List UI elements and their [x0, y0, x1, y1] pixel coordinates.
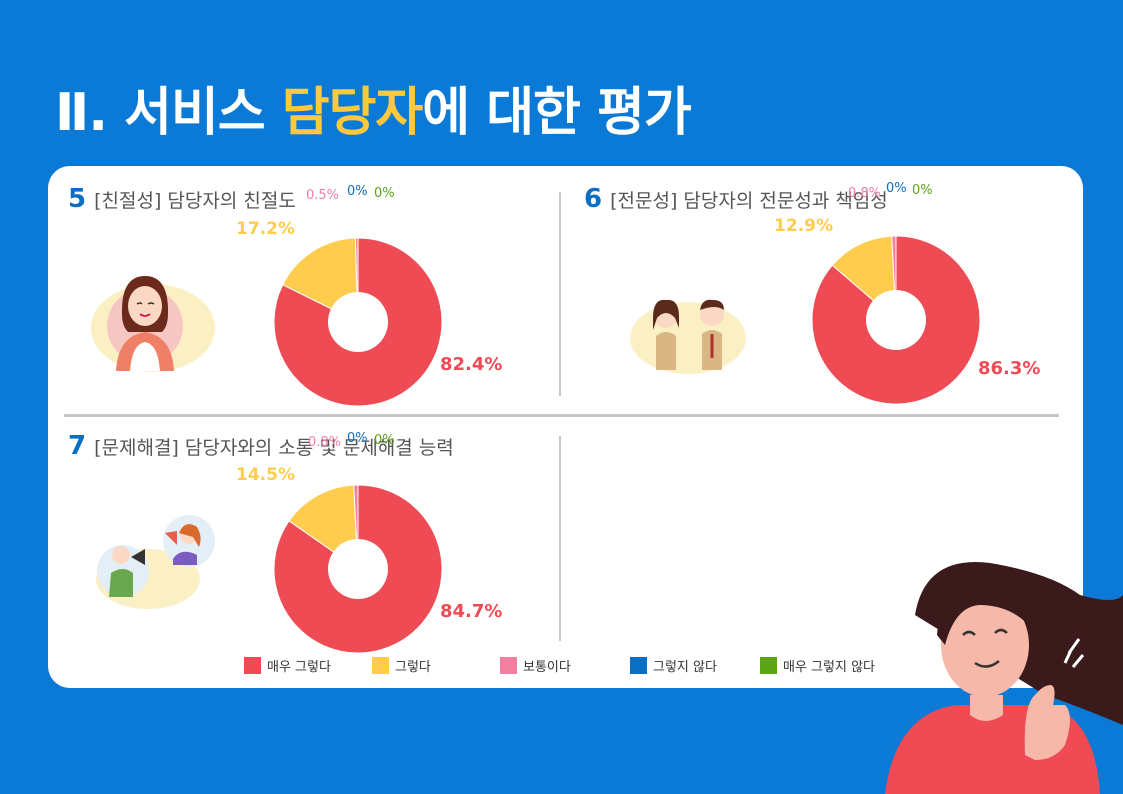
- question-7-heading: 7 [문제해결] 담당자와의 소통 및 문제해결 능력: [68, 431, 454, 461]
- donut-chart-2: [811, 235, 981, 405]
- donut-hole: [328, 292, 388, 352]
- donut-hole: [328, 539, 388, 599]
- question-6-heading: 6 [전문성] 담당자의 전문성과 책임성: [584, 184, 888, 214]
- divider-vertical-top: [559, 192, 561, 396]
- title-highlight: 담당자: [281, 83, 424, 143]
- divider-vertical-bottom: [559, 436, 561, 641]
- legend-item-neutral: 보통이다: [500, 656, 571, 675]
- question-6-title: [전문성] 담당자의 전문성과 책임성: [610, 190, 888, 212]
- communication-illustration: [96, 515, 215, 609]
- slice-label-3: 0.8%: [308, 435, 342, 450]
- question-7-title: [문제해결] 담당자와의 소통 및 문제해결 능력: [94, 437, 454, 459]
- legend-item-disagree: 그렇지 않다: [630, 656, 717, 675]
- legend-swatch: [630, 657, 647, 674]
- legend-swatch: [372, 657, 389, 674]
- question-5-heading: 5 [친절성] 담당자의 친절도: [68, 184, 296, 214]
- legend-item-very-disagree: 매우 그렇지 않다: [760, 656, 875, 675]
- legend-label: 그렇지 않다: [653, 660, 717, 675]
- legend-label: 매우 그렇다: [267, 660, 331, 675]
- friendly-staff-illustration: [91, 276, 215, 372]
- legend-label: 그렇다: [395, 660, 431, 675]
- legend-swatch: [760, 657, 777, 674]
- slice-label-3: 0.8%: [848, 186, 882, 201]
- title-suffix: 에 대한 평가: [422, 83, 691, 143]
- survey-card: 5 [친절성] 담당자의 친절도 6 [전문성] 담당자의 전문성과 책임성 7 [문…: [48, 166, 1083, 688]
- legend-item-agree: 그렇다: [372, 656, 431, 675]
- donut-slice-1: [273, 237, 443, 407]
- question-5-title: [친절성] 담당자의 친절도: [94, 190, 296, 212]
- divider-horizontal: [64, 414, 1059, 417]
- legend-swatch: [500, 657, 517, 674]
- question-6-number: 6: [584, 184, 603, 214]
- slice-label-4: 0%: [886, 181, 907, 196]
- slice-label-4: 0%: [347, 431, 368, 446]
- slice-label-5: 0%: [912, 183, 933, 198]
- donut-chart-1: [273, 237, 443, 407]
- slice-label-1: 84.7%: [440, 601, 503, 622]
- slice-label-5: 0%: [374, 433, 395, 448]
- students-illustration: [630, 299, 746, 374]
- slice-label-2: 14.5%: [236, 465, 295, 485]
- donut-chart-3: [273, 484, 443, 654]
- slice-label-5: 0%: [374, 186, 395, 201]
- legend-label: 보통이다: [523, 660, 571, 675]
- donut-hole: [866, 290, 926, 350]
- question-5-number: 5: [68, 184, 87, 214]
- slice-label-2: 17.2%: [236, 219, 295, 239]
- slice-label-1: 82.4%: [440, 354, 503, 375]
- slice-label-3: 0.5%: [306, 188, 340, 203]
- slice-label-4: 0%: [347, 184, 368, 199]
- slice-label-1: 86.3%: [978, 358, 1041, 379]
- thumbs-up-woman-illustration: [885, 562, 1123, 794]
- legend-item-very-agree: 매우 그렇다: [244, 656, 331, 675]
- page-title: Ⅱ. 서비스 담당자에 대한 평가: [55, 70, 692, 145]
- question-7-number: 7: [68, 431, 87, 461]
- title-prefix: Ⅱ. 서비스: [55, 83, 282, 143]
- legend-swatch: [244, 657, 261, 674]
- legend-label: 매우 그렇지 않다: [783, 660, 875, 675]
- slice-label-2: 12.9%: [774, 216, 833, 236]
